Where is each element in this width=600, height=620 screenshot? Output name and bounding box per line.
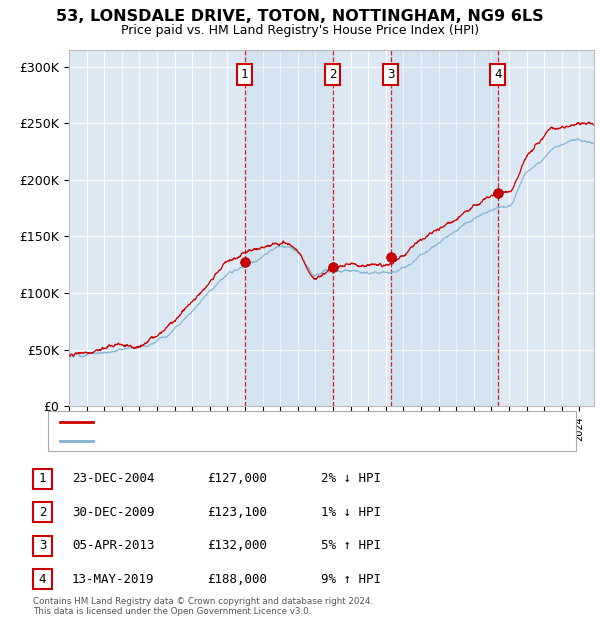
Text: £132,000: £132,000 bbox=[207, 539, 267, 552]
Text: 13-MAY-2019: 13-MAY-2019 bbox=[72, 573, 155, 585]
Text: 3: 3 bbox=[39, 539, 46, 552]
Text: 1: 1 bbox=[39, 472, 46, 485]
Bar bbox=[245, 50, 333, 406]
Text: Price paid vs. HM Land Registry's House Price Index (HPI): Price paid vs. HM Land Registry's House … bbox=[121, 24, 479, 37]
Text: 53, LONSDALE DRIVE, TOTON, NOTTINGHAM, NG9 6LS (semi-detached house): 53, LONSDALE DRIVE, TOTON, NOTTINGHAM, N… bbox=[99, 417, 505, 427]
Text: £123,100: £123,100 bbox=[207, 506, 267, 518]
Text: 2: 2 bbox=[329, 68, 337, 81]
Text: 1: 1 bbox=[241, 68, 248, 81]
Text: 3: 3 bbox=[387, 68, 394, 81]
Text: 23-DEC-2004: 23-DEC-2004 bbox=[72, 472, 155, 485]
Text: This data is licensed under the Open Government Licence v3.0.: This data is licensed under the Open Gov… bbox=[33, 606, 311, 616]
Text: 2: 2 bbox=[39, 506, 46, 518]
Text: 5% ↑ HPI: 5% ↑ HPI bbox=[321, 539, 381, 552]
Text: 1% ↓ HPI: 1% ↓ HPI bbox=[321, 506, 381, 518]
Text: 4: 4 bbox=[494, 68, 502, 81]
Text: 05-APR-2013: 05-APR-2013 bbox=[72, 539, 155, 552]
Bar bbox=[391, 50, 498, 406]
Text: £188,000: £188,000 bbox=[207, 573, 267, 585]
Text: HPI: Average price, semi-detached house, Broxtowe: HPI: Average price, semi-detached house,… bbox=[99, 436, 370, 446]
Text: 30-DEC-2009: 30-DEC-2009 bbox=[72, 506, 155, 518]
Text: 4: 4 bbox=[39, 573, 46, 585]
Text: 53, LONSDALE DRIVE, TOTON, NOTTINGHAM, NG9 6LS: 53, LONSDALE DRIVE, TOTON, NOTTINGHAM, N… bbox=[56, 9, 544, 24]
Text: Contains HM Land Registry data © Crown copyright and database right 2024.: Contains HM Land Registry data © Crown c… bbox=[33, 597, 373, 606]
Text: 2% ↓ HPI: 2% ↓ HPI bbox=[321, 472, 381, 485]
Text: 9% ↑ HPI: 9% ↑ HPI bbox=[321, 573, 381, 585]
Text: £127,000: £127,000 bbox=[207, 472, 267, 485]
